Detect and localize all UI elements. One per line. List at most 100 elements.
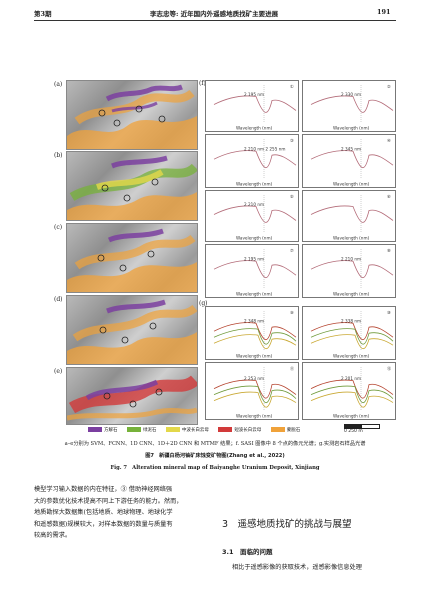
spectrum-curve xyxy=(213,260,297,279)
figure-caption-cn: 图7 新疆白杨河铀矿床蚀变矿物图(Zhang et al., 2022) xyxy=(145,453,285,459)
x-axis-label: Wavelength (nm) xyxy=(236,354,273,359)
figure-caption-note: a–e分别为 SVM、FCNN、1D CNN、1D＋2D CNN 和 MTMF … xyxy=(64,441,366,447)
spectrum-curve xyxy=(310,391,394,408)
spectrum-plot: ⑨ 2 348 nm Wavelength (nm) xyxy=(213,310,297,359)
running-title: 李志忠等: 近年国内外遥感地质找矿主要进展 xyxy=(150,10,279,18)
spectrum-plot: ⑫ 2 201 nm Wavelength (nm) xyxy=(310,365,394,419)
map-mtmf xyxy=(66,367,198,425)
spectrum-id: ⑧ xyxy=(387,248,391,253)
scalebar: 0 250 m xyxy=(344,424,380,434)
x-axis-label: Wavelength (nm) xyxy=(333,182,370,187)
legend-swatch-calcite xyxy=(88,427,102,432)
spectrum-plot: ② 2 330 nm Wavelength (nm) xyxy=(310,84,394,131)
spectrum-panel: ⑫ 2 201 nm Wavelength (nm) xyxy=(302,362,396,420)
spectrum-curve xyxy=(213,205,297,223)
spectrum-id: ④ xyxy=(387,138,391,143)
panel-label-b: (b) xyxy=(54,152,63,159)
spectrum-panel: ⑤ 2 210 nm Wavelength (nm) xyxy=(205,190,299,242)
absorption-annotation: 2 330 nm xyxy=(341,92,361,97)
spectrum-panel: ② 2 330 nm Wavelength (nm) xyxy=(302,80,396,132)
spectrum-panel: ⑩ 2 338 nm Wavelength (nm) xyxy=(302,306,396,360)
spectrum-id: ① xyxy=(290,84,294,89)
x-axis-label: Wavelength (nm) xyxy=(333,126,370,131)
spectrum-id: ⑥ xyxy=(387,194,391,199)
absorption-annotation: 2 195 nm xyxy=(244,92,264,97)
legend-swatch-montmorillonite xyxy=(270,427,285,432)
figure-caption-en: Fig. 7 Alteration mineral map of Baiyang… xyxy=(110,465,320,471)
right-column-text: 相比于遥感影像的获取技术，遥感影像信息处理 xyxy=(232,564,362,571)
body-line: 地质勘探大数据集(包括地质、地球物理、地球化学 xyxy=(34,509,173,517)
scalebar-graphic xyxy=(344,424,380,429)
spectrum-id: ⑫ xyxy=(387,365,392,372)
spectrum-curve xyxy=(213,385,297,404)
spectrum-curve xyxy=(310,334,394,350)
spectrum-id: ⑩ xyxy=(387,310,391,315)
legend-label-chlorite: 绿泥石 xyxy=(142,428,157,433)
spectrum-plot: ③ 2 210 nm 2 255 nm Wavelength (nm) xyxy=(213,138,297,187)
spectrum-id: ⑪ xyxy=(290,365,295,372)
body-line: 较高的需求。 xyxy=(34,532,72,540)
spectrum-curve xyxy=(310,95,394,113)
map-fcnn xyxy=(66,151,198,221)
spectrum-plot: ⑩ 2 338 nm Wavelength (nm) xyxy=(310,310,394,359)
x-axis-label: Wavelength (nm) xyxy=(236,236,273,241)
spectrum-curve xyxy=(213,391,297,408)
spectrum-id: ③ xyxy=(290,138,294,143)
spectrum-panel: ⑪ 2 253 nm Wavelength (nm) xyxy=(205,362,299,420)
legend-swatch-short-muscovite xyxy=(218,427,233,432)
panel-label-d: (d) xyxy=(54,296,63,303)
x-axis-label: Wavelength (nm) xyxy=(236,292,273,297)
map-1d-cnn xyxy=(66,223,198,293)
spectrum-panel: ④ 2 345 nm Wavelength (nm) xyxy=(302,134,396,188)
x-axis-label: Wavelength (nm) xyxy=(236,182,273,187)
spectrum-panel: ③ 2 210 nm 2 255 nm Wavelength (nm) xyxy=(205,134,299,188)
header-rule xyxy=(34,20,396,21)
spectrum-curve xyxy=(213,95,297,113)
panel-label-a: (a) xyxy=(54,81,63,88)
x-axis-label: Wavelength (nm) xyxy=(236,414,273,419)
spectrum-id: ② xyxy=(387,84,391,89)
x-axis-label: Wavelength (nm) xyxy=(333,414,370,419)
body-line: 大的参数优化技术提高不同上下游任务的能力。然而， xyxy=(34,497,183,505)
legend-swatch-chlorite xyxy=(126,427,141,432)
spectrum-id: ⑦ xyxy=(290,248,294,253)
issue-number: 第3期 xyxy=(34,10,52,18)
spectrum-curve xyxy=(213,379,297,399)
x-axis-label: Wavelength (nm) xyxy=(333,354,370,359)
spectrum-curve xyxy=(310,322,394,341)
absorption-annotation: 2 253 nm xyxy=(244,376,264,381)
spectrum-curve xyxy=(310,379,394,399)
map-svm xyxy=(66,80,198,150)
spectrum-plot: ⑥ Wavelength (nm) xyxy=(310,194,394,241)
left-column-text: 模型学习输入数据的内在特征，③ 借助神经网络强 大的参数优化技术提高不同上下游任… xyxy=(34,484,214,542)
x-axis-label: Wavelength (nm) xyxy=(333,236,370,241)
legend-swatch-mid-muscovite xyxy=(165,427,180,432)
panel-label-g: (g) xyxy=(199,300,208,307)
spectrum-plot: ⑦ 2 195 nm Wavelength (nm) xyxy=(213,248,297,297)
scalebar-label: 0 250 m xyxy=(344,429,363,434)
spectrum-panel: ⑦ 2 195 nm Wavelength (nm) xyxy=(205,244,299,298)
x-axis-label: Wavelength (nm) xyxy=(333,292,370,297)
spectrum-curve xyxy=(213,322,297,341)
legend-label-montmorillonite: 蒙脱石 xyxy=(286,428,301,433)
panel-label-c: (c) xyxy=(54,224,63,231)
spectrum-curve xyxy=(213,334,297,350)
spectrum-plot: ④ 2 345 nm Wavelength (nm) xyxy=(310,138,394,187)
page-number: 191 xyxy=(377,8,391,16)
spectrum-id: ⑤ xyxy=(290,194,294,199)
subsection-title: 3.1 面临的问题 xyxy=(222,548,273,556)
spectrum-panel: ⑨ 2 348 nm Wavelength (nm) xyxy=(205,306,299,360)
spectrum-plot: ⑪ 2 253 nm Wavelength (nm) xyxy=(213,365,297,419)
panel-label-e: (e) xyxy=(54,368,63,375)
section-title: 3 遥感地质找矿的挑战与展望 xyxy=(222,519,352,530)
x-axis-label: Wavelength (nm) xyxy=(236,126,273,131)
absorption-annotation: 2 210 nm xyxy=(244,202,264,207)
spectrum-curve xyxy=(310,260,394,279)
absorption-annotation: 2 201 nm xyxy=(341,376,361,381)
spectrum-curve xyxy=(310,205,394,223)
legend-label-mid-muscovite: 中波长白云母 xyxy=(181,428,209,433)
absorption-annotation: 2 348 nm xyxy=(244,319,264,324)
spectrum-plot: ① 2 195 nm Wavelength (nm) xyxy=(213,84,297,131)
spectrum-curve xyxy=(310,385,394,404)
figure-legend: 方解石 绿泥石 中波长白云母 短波长白云母 蒙脱石 xyxy=(80,427,300,433)
